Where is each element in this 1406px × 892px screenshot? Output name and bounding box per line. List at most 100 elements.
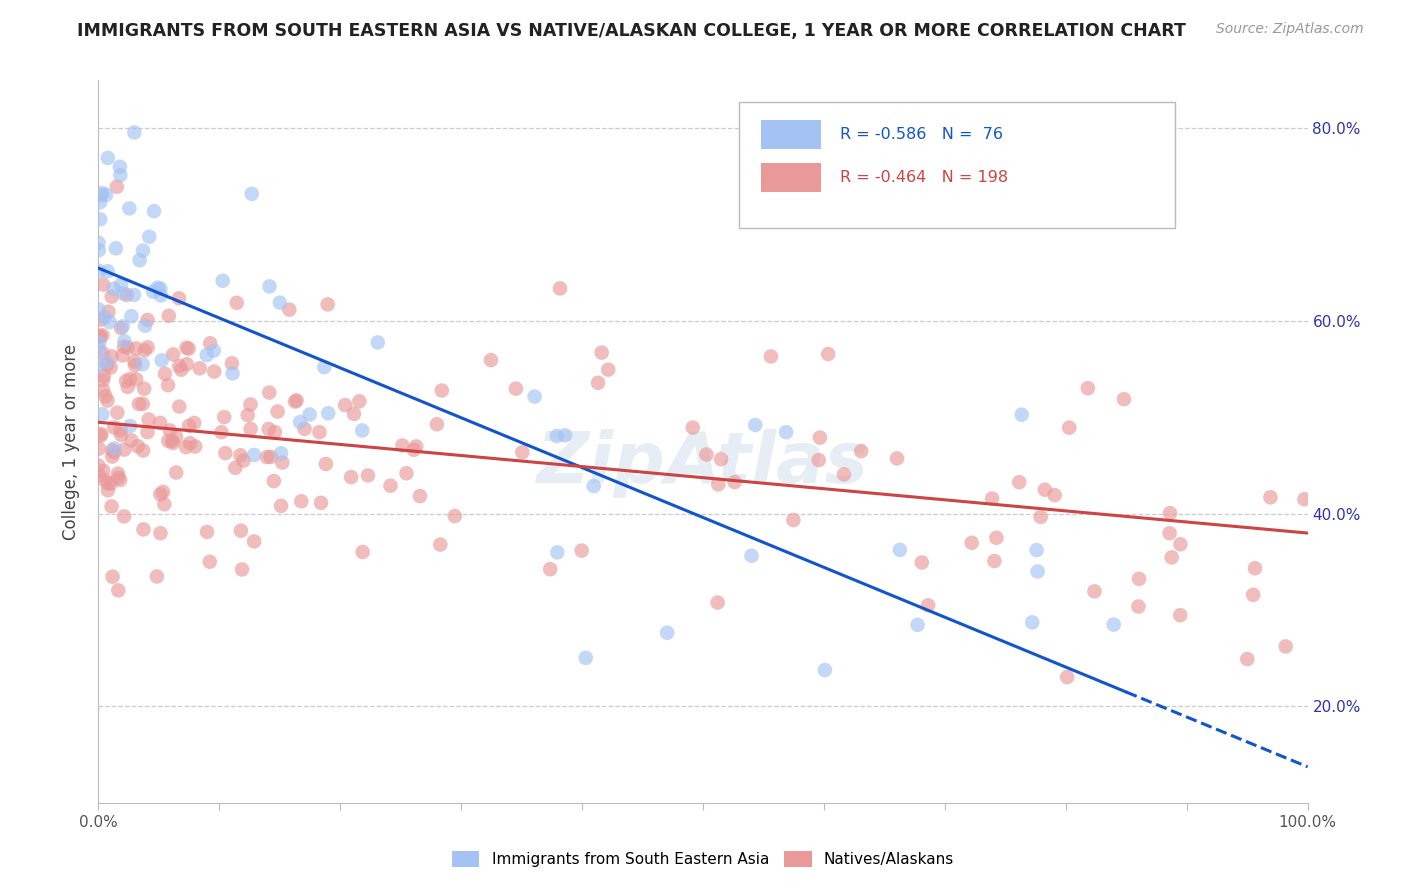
Point <box>132 522 155 536</box>
Point <box>598 362 620 376</box>
Point <box>807 453 830 467</box>
Point <box>402 442 425 457</box>
Point <box>546 429 568 443</box>
Point <box>112 340 135 354</box>
Point <box>907 617 929 632</box>
Point <box>1236 652 1258 666</box>
Point <box>340 470 363 484</box>
Point <box>554 428 576 442</box>
Point <box>1128 599 1150 614</box>
Point <box>229 524 252 538</box>
Point <box>1025 543 1047 558</box>
Y-axis label: College, 1 year or more: College, 1 year or more <box>62 343 80 540</box>
Point <box>143 204 166 219</box>
Point <box>96 354 118 368</box>
Point <box>97 151 120 165</box>
Legend: Immigrants from South Eastern Asia, Natives/Alaskans: Immigrants from South Eastern Asia, Nati… <box>444 843 962 875</box>
Point <box>89 212 111 227</box>
Point <box>149 281 172 295</box>
Point <box>221 367 243 381</box>
Point <box>87 442 110 456</box>
Point <box>100 476 122 491</box>
Point <box>278 302 301 317</box>
Point <box>443 509 465 524</box>
Point <box>284 394 307 409</box>
Point <box>1029 509 1052 524</box>
Point <box>349 394 371 409</box>
Point <box>239 422 262 436</box>
Point <box>120 309 142 323</box>
Point <box>832 467 855 482</box>
Point <box>1160 550 1182 565</box>
Point <box>128 253 150 268</box>
Point <box>1170 537 1192 551</box>
Point <box>94 187 117 202</box>
Point <box>314 360 336 375</box>
Point <box>176 341 198 355</box>
Point <box>112 509 135 524</box>
Point <box>183 416 205 430</box>
Point <box>270 499 292 513</box>
Point <box>380 478 402 492</box>
Point <box>1008 475 1031 490</box>
Point <box>211 425 233 440</box>
Point <box>89 329 111 343</box>
Point <box>132 397 155 411</box>
Point <box>808 431 831 445</box>
Text: R = -0.586   N =  76: R = -0.586 N = 76 <box>839 127 1002 142</box>
FancyBboxPatch shape <box>761 120 821 149</box>
Point <box>889 542 911 557</box>
Point <box>117 380 139 394</box>
Point <box>98 315 121 329</box>
Point <box>97 483 120 498</box>
Point <box>90 188 112 202</box>
Point <box>917 599 939 613</box>
Point <box>110 277 132 292</box>
Point <box>111 319 134 334</box>
Point <box>225 295 247 310</box>
Point <box>391 438 413 452</box>
Point <box>87 243 110 257</box>
Point <box>308 425 330 439</box>
Point <box>96 393 118 408</box>
Point <box>505 382 527 396</box>
Point <box>142 285 165 299</box>
Point <box>110 423 132 437</box>
Point <box>101 450 124 464</box>
Point <box>271 456 294 470</box>
Point <box>107 583 129 598</box>
Point <box>270 446 292 460</box>
Point <box>229 448 252 462</box>
Point <box>198 336 221 351</box>
Point <box>162 436 184 450</box>
Point <box>1168 608 1191 623</box>
Point <box>257 422 280 436</box>
Point <box>91 373 114 387</box>
Point <box>198 555 221 569</box>
Point <box>710 452 733 467</box>
Point <box>112 286 135 301</box>
Point <box>1274 640 1296 654</box>
Point <box>100 289 122 303</box>
Point <box>91 384 114 398</box>
Point <box>150 353 173 368</box>
Point <box>134 343 156 358</box>
Point <box>240 186 263 201</box>
Point <box>94 310 117 325</box>
Point <box>256 450 278 464</box>
Point <box>395 467 418 481</box>
Point <box>103 442 125 456</box>
Point <box>177 418 200 433</box>
Point <box>110 321 132 335</box>
Point <box>107 470 129 484</box>
Point <box>91 277 114 292</box>
Point <box>775 425 797 440</box>
Point <box>682 420 704 434</box>
Point <box>131 357 153 371</box>
Point <box>115 374 138 388</box>
Point <box>91 407 114 421</box>
Point <box>195 524 218 539</box>
Point <box>1102 617 1125 632</box>
Point <box>546 545 568 559</box>
Point <box>89 312 111 326</box>
